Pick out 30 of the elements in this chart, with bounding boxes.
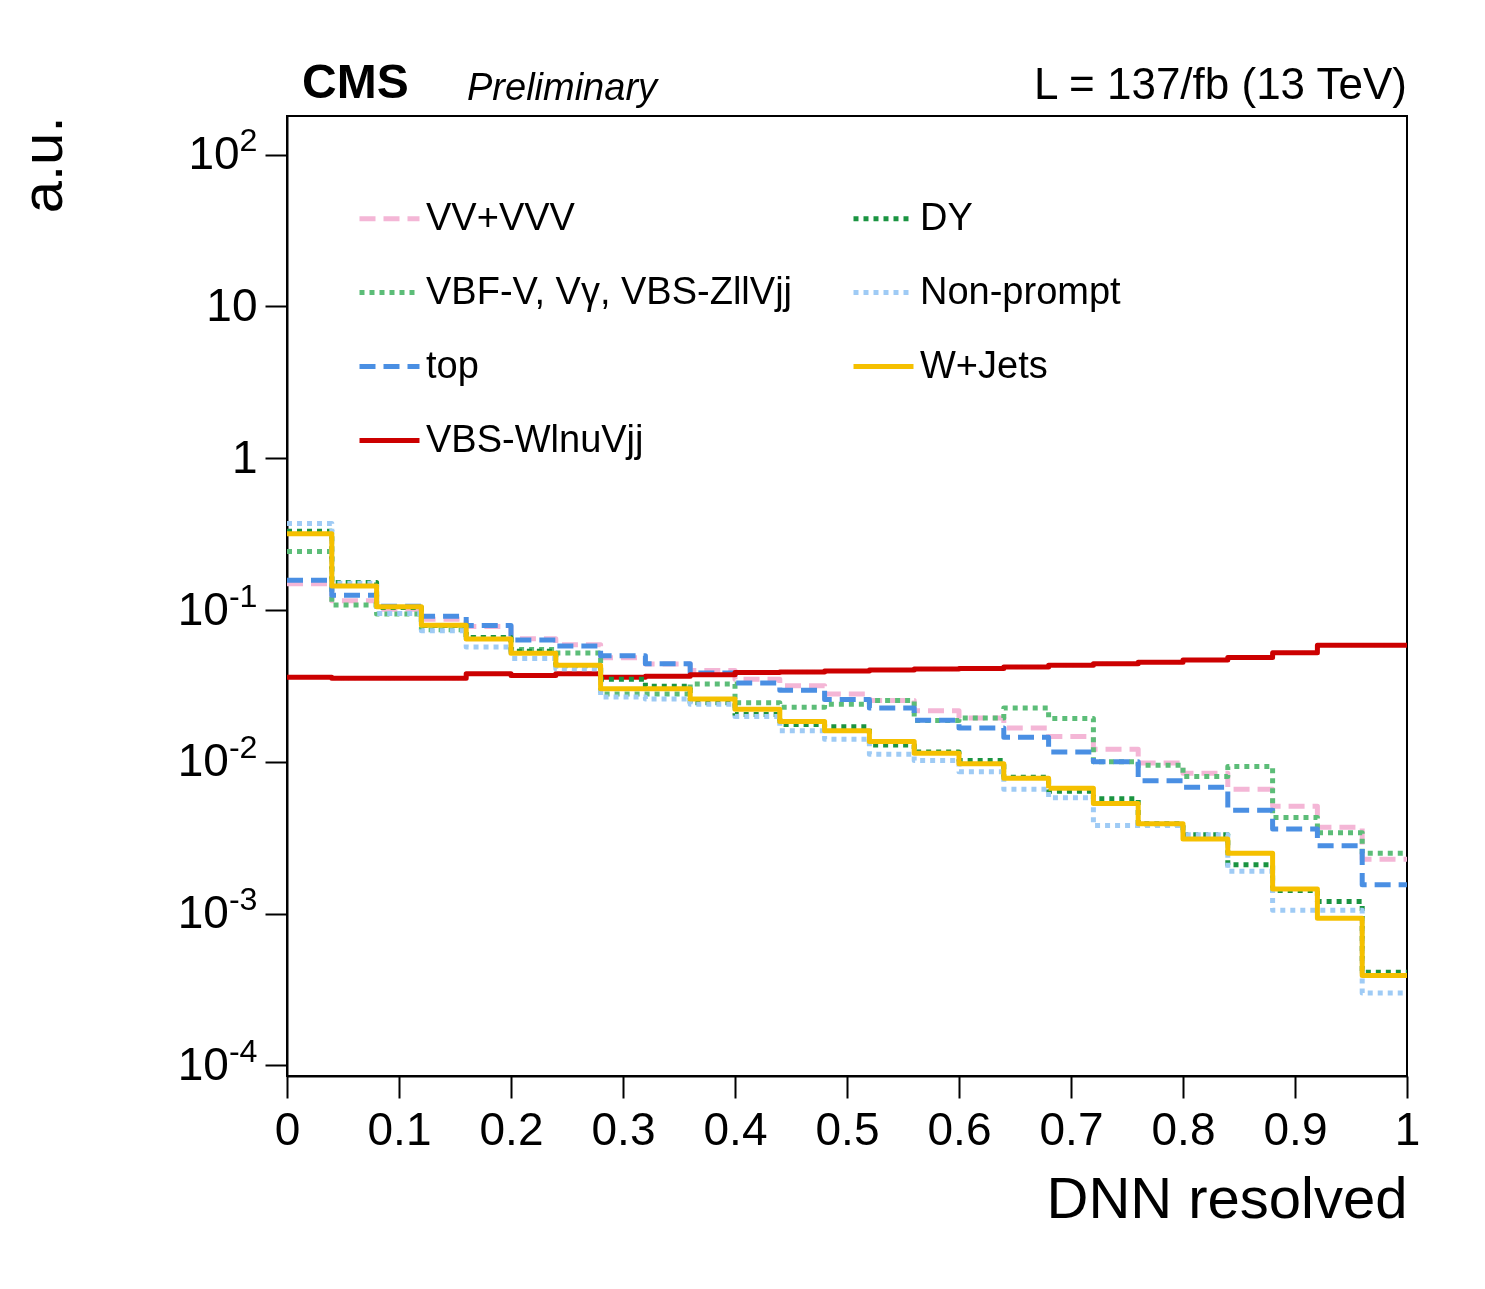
legend-label: VBS-WlnuVjj — [426, 417, 644, 460]
legend-label: W+Jets — [920, 343, 1048, 386]
y-axis-title: a.u. — [8, 116, 74, 214]
x-tick-label: 0.8 — [1151, 1102, 1216, 1155]
x-tick-label: 0.3 — [591, 1102, 656, 1155]
x-tick-label: 0.5 — [815, 1102, 880, 1155]
x-axis-title: DNN resolved — [1046, 1164, 1408, 1230]
legend-label: Non-prompt — [920, 269, 1122, 312]
y-tick-label: 10$^{-4}$ — [177, 1032, 258, 1090]
legend-label: VV+VVV — [426, 195, 576, 238]
x-tick-label: 0.2 — [479, 1102, 544, 1155]
legend-label: top — [426, 343, 479, 386]
chart-title: CMS — [302, 55, 409, 108]
y-tick-label: 10$^{2}$ — [188, 122, 258, 180]
x-tick-label: 0.7 — [1039, 1102, 1104, 1155]
x-tick-label: 1 — [1394, 1102, 1421, 1155]
chart-subtitle: Preliminary — [467, 66, 660, 108]
x-tick-label: 0.1 — [367, 1102, 432, 1155]
text: L = 137/fb (13 TeV) — [1033, 59, 1407, 108]
x-tick-label: 0.6 — [927, 1102, 992, 1155]
y-tick-label: 10$^{-2}$ — [177, 729, 258, 787]
x-tick-label: 0.9 — [1263, 1102, 1328, 1155]
legend-label: DY — [920, 195, 973, 238]
x-tick-label: 0.4 — [703, 1102, 768, 1155]
legend-label: VBF-V, Vγ, VBS-ZllVjj — [426, 269, 793, 312]
x-tick-label: 0 — [274, 1102, 301, 1155]
y-tick-label: 10$^{-1}$ — [177, 577, 258, 635]
y-tick-label: 10$^{-3}$ — [177, 881, 258, 939]
y-tick-label: 10 — [206, 279, 258, 331]
y-tick-label: 1 — [231, 430, 258, 483]
